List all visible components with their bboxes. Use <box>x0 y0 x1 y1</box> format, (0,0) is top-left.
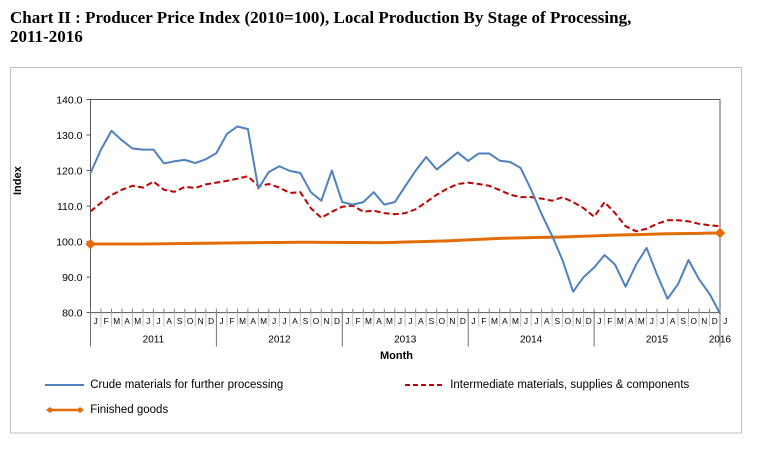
svg-text:J: J <box>723 316 727 326</box>
svg-text:S: S <box>680 316 686 326</box>
svg-text:J: J <box>283 316 287 326</box>
svg-text:A: A <box>166 316 172 326</box>
svg-text:A: A <box>544 316 550 326</box>
svg-text:J: J <box>660 316 664 326</box>
svg-text:M: M <box>638 316 645 326</box>
svg-text:F: F <box>104 316 109 326</box>
svg-text:N: N <box>198 316 204 326</box>
svg-text:O: O <box>565 316 572 326</box>
svg-text:F: F <box>607 316 612 326</box>
svg-text:2016: 2016 <box>709 335 732 346</box>
svg-text:120.0: 120.0 <box>56 166 82 178</box>
svg-text:N: N <box>449 316 455 326</box>
svg-text:A: A <box>292 316 298 326</box>
svg-text:M: M <box>134 316 141 326</box>
svg-text:2014: 2014 <box>520 335 543 346</box>
svg-text:S: S <box>303 316 309 326</box>
svg-text:D: D <box>208 316 214 326</box>
svg-text:A: A <box>376 316 382 326</box>
svg-text:F: F <box>481 316 486 326</box>
svg-text:D: D <box>460 316 466 326</box>
svg-text:A: A <box>670 316 676 326</box>
svg-text:J: J <box>220 316 224 326</box>
svg-text:M: M <box>491 316 498 326</box>
svg-text:D: D <box>334 316 340 326</box>
svg-text:O: O <box>187 316 194 326</box>
svg-text:S: S <box>555 316 561 326</box>
svg-text:2012: 2012 <box>268 335 291 346</box>
svg-text:F: F <box>230 316 235 326</box>
svg-text:J: J <box>146 316 150 326</box>
svg-text:N: N <box>701 316 707 326</box>
svg-text:2015: 2015 <box>646 335 669 346</box>
svg-text:A: A <box>418 316 424 326</box>
svg-text:N: N <box>575 316 581 326</box>
svg-text:100.0: 100.0 <box>56 237 82 249</box>
svg-text:J: J <box>524 316 528 326</box>
svg-text:M: M <box>260 316 267 326</box>
svg-text:F: F <box>355 316 360 326</box>
svg-text:J: J <box>534 316 538 326</box>
svg-text:J: J <box>398 316 402 326</box>
svg-text:M: M <box>386 316 393 326</box>
svg-text:J: J <box>345 316 349 326</box>
svg-text:J: J <box>157 316 161 326</box>
svg-text:J: J <box>272 316 276 326</box>
svg-text:O: O <box>690 316 697 326</box>
svg-text:S: S <box>429 316 435 326</box>
svg-text:M: M <box>512 316 519 326</box>
svg-text:J: J <box>597 316 601 326</box>
svg-text:O: O <box>313 316 320 326</box>
svg-text:O: O <box>439 316 446 326</box>
svg-text:2013: 2013 <box>394 335 417 346</box>
svg-text:80.0: 80.0 <box>62 308 83 320</box>
svg-text:90.0: 90.0 <box>62 272 83 284</box>
svg-text:A: A <box>124 316 130 326</box>
svg-text:M: M <box>617 316 624 326</box>
svg-text:A: A <box>628 316 634 326</box>
svg-text:M: M <box>365 316 372 326</box>
svg-text:M: M <box>113 316 120 326</box>
svg-text:J: J <box>471 316 475 326</box>
svg-text:A: A <box>502 316 508 326</box>
svg-text:2011: 2011 <box>143 335 165 346</box>
svg-text:140.0: 140.0 <box>56 95 82 107</box>
svg-text:D: D <box>712 316 718 326</box>
svg-text:J: J <box>650 316 654 326</box>
svg-text:D: D <box>586 316 592 326</box>
svg-text:A: A <box>250 316 256 326</box>
svg-text:M: M <box>239 316 246 326</box>
svg-text:110.0: 110.0 <box>57 201 83 213</box>
svg-text:J: J <box>408 316 412 326</box>
svg-text:J: J <box>94 316 98 326</box>
svg-text:N: N <box>324 316 330 326</box>
svg-text:130.0: 130.0 <box>56 130 82 142</box>
svg-text:S: S <box>177 316 183 326</box>
